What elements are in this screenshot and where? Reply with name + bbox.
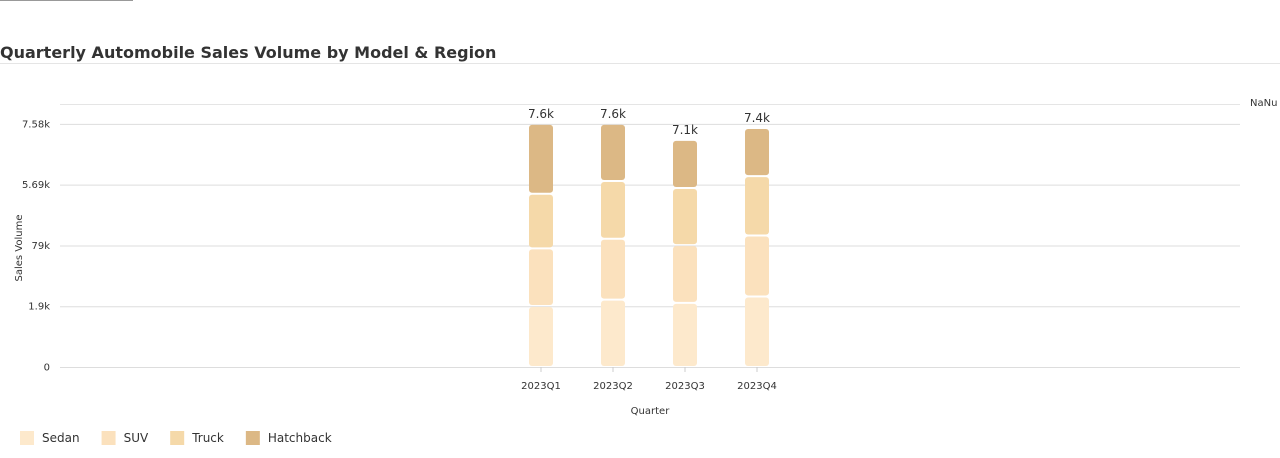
bar-segment <box>745 129 769 176</box>
legend-label: Hatchback <box>268 431 332 445</box>
y-tick-label: 1.9k <box>28 302 50 313</box>
bar-segment <box>745 297 769 366</box>
total-label: 7.1k <box>672 123 698 137</box>
y-tick-label: 7.58k <box>22 119 50 130</box>
bar-segment <box>673 189 697 245</box>
bar-segment <box>745 177 769 235</box>
bar-segment <box>601 181 625 238</box>
chart-title: Quarterly Automobile Sales Volume by Mod… <box>0 43 496 62</box>
x-tick-label: 2023Q3 <box>665 381 705 392</box>
y-tick-label: 79k <box>31 241 50 252</box>
bar-segment <box>745 236 769 296</box>
bar-segment <box>673 303 697 366</box>
legend-swatch <box>101 431 116 445</box>
y-tick-label: 0 <box>44 363 50 374</box>
x-tick-label: 2023Q2 <box>593 381 633 392</box>
bar-segment <box>673 246 697 302</box>
x-axis-label: Quarter <box>631 406 671 417</box>
bar-segment <box>529 124 553 193</box>
legend-label: Sedan <box>42 431 80 445</box>
bar-segment <box>601 300 625 366</box>
annotation: NaNu <box>1250 98 1277 109</box>
y-tick-label: 5.69k <box>22 180 50 191</box>
y-axis-label: Sales Volume <box>14 215 25 282</box>
legend-label: SUV <box>124 431 149 445</box>
bar-segment <box>601 124 625 180</box>
x-tick-label: 2023Q4 <box>737 381 777 392</box>
bar-segment <box>601 239 625 299</box>
legend-label: Truck <box>191 431 224 445</box>
legend-swatch <box>170 431 185 445</box>
total-label: 7.6k <box>600 107 626 121</box>
bar-segment <box>529 307 553 366</box>
legend-swatch <box>20 431 34 445</box>
bar-segment <box>529 194 553 248</box>
x-tick-label: 2023Q1 <box>521 381 561 392</box>
bar-segment <box>529 249 553 306</box>
bar-segment <box>673 140 697 188</box>
total-label: 7.4k <box>744 111 770 125</box>
legend-swatch <box>245 431 260 445</box>
total-label: 7.6k <box>528 107 554 121</box>
